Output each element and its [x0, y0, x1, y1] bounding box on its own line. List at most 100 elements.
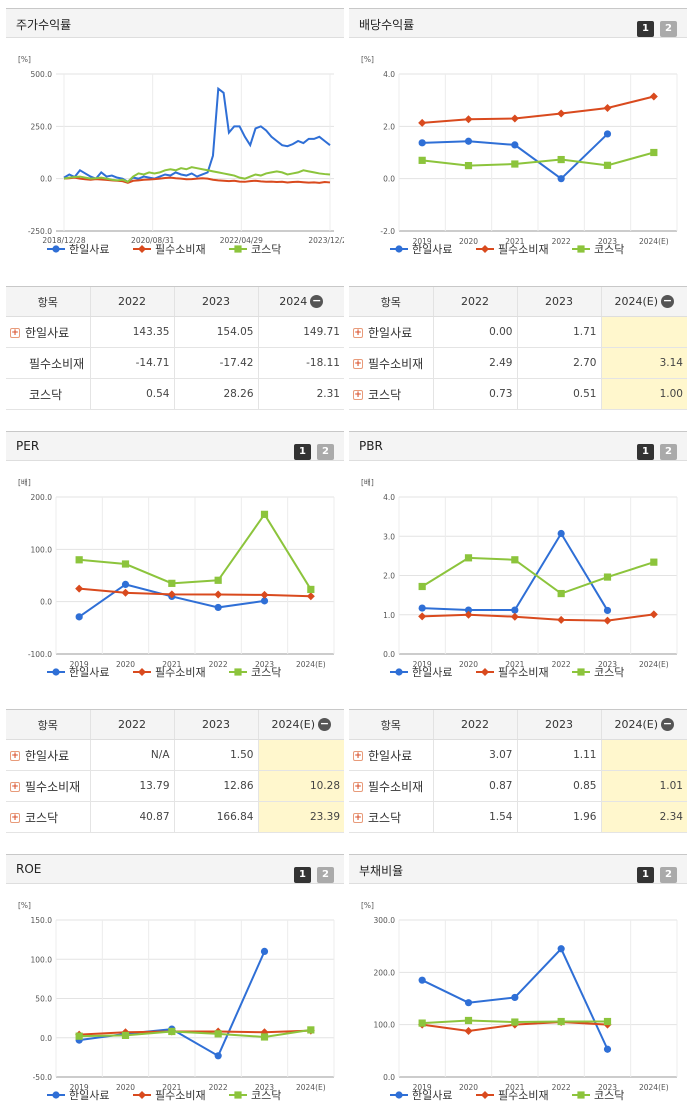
data-point — [52, 668, 60, 676]
row-name: + 코스닥 — [349, 801, 433, 833]
data-point — [418, 156, 426, 164]
table-cell: 1.71 — [516, 316, 601, 348]
table-cell: 2.34 — [600, 801, 687, 833]
table-cell: 0.00 — [432, 316, 517, 348]
y-axis-unit: [배] — [18, 478, 31, 487]
row-name: 필수소비재 — [6, 347, 90, 379]
data-point — [464, 1026, 473, 1035]
data-point — [214, 1030, 222, 1038]
table-cell: 1.54 — [432, 801, 517, 833]
collapse-minus-icon[interactable]: − — [661, 717, 675, 732]
chart-view-2-button[interactable]: 2 — [317, 444, 334, 460]
expand-plus-icon[interactable]: + — [10, 813, 20, 823]
x-tick-label: 2023 — [598, 237, 617, 246]
expand-plus-icon[interactable]: + — [10, 328, 20, 338]
row-name: + 한일사료 — [349, 316, 433, 348]
table-row: 필수소비재 -14.71 -17.42 -18.11 — [6, 347, 344, 379]
table-header: 2024(E) − — [257, 709, 344, 740]
legend-label: 코스닥 — [594, 666, 624, 679]
legend-label: 필수소비재 — [498, 243, 549, 256]
data-point — [214, 1052, 222, 1060]
collapse-minus-icon[interactable]: − — [310, 294, 324, 309]
expand-plus-icon[interactable]: + — [353, 782, 363, 792]
y-tick-label: 3.0 — [383, 532, 395, 541]
x-tick-label: 2020/08/31 — [131, 236, 174, 245]
data-point — [121, 588, 130, 597]
chart-view-1-button[interactable]: 1 — [637, 867, 654, 883]
series-line — [421, 556, 655, 595]
expand-plus-icon[interactable]: + — [10, 782, 20, 792]
table-cell: -14.71 — [89, 347, 174, 379]
series-line — [422, 133, 609, 180]
stock-return-panel: 주가수익률 [%] 500.0 250.0 0.0 -250.0 2018/12/28 20… — [6, 8, 344, 256]
x-tick-label: 2019 — [413, 237, 432, 246]
data-point — [557, 615, 566, 624]
chart-view-1-button[interactable]: 1 — [637, 444, 654, 460]
series-line — [79, 1028, 311, 1038]
chart-view-2-button[interactable]: 2 — [660, 21, 677, 37]
expand-plus-icon[interactable]: + — [353, 813, 363, 823]
per-table: 항목 2022 2023 2024(E) − + 한일사료 N/A 1.50 + 필수소비재 13.7… — [6, 709, 344, 833]
series-line — [79, 587, 311, 598]
legend-label: 필수소비재 — [498, 666, 549, 679]
expand-plus-icon[interactable]: + — [353, 359, 363, 369]
x-tick-label: 2020 — [459, 237, 478, 246]
legend-label: 코스닥 — [251, 243, 281, 256]
chart-view-1-button[interactable]: 1 — [294, 444, 311, 460]
series-2 — [75, 510, 315, 594]
table-row: + 한일사료 143.35 154.05 149.71 — [6, 316, 344, 348]
y-tick-label: -2.0 — [380, 227, 395, 236]
data-point — [306, 592, 315, 601]
chart-view-2-button[interactable]: 2 — [317, 867, 334, 883]
y-tick-label: 2.0 — [383, 572, 395, 581]
table-header: 2024− — [257, 286, 344, 317]
legend-label: 필수소비재 — [155, 666, 206, 679]
chart-view-1-button[interactable]: 1 — [637, 21, 654, 37]
data-point — [395, 1091, 403, 1099]
y-tick-label: 100.0 — [31, 545, 53, 554]
table-cell — [257, 739, 344, 771]
table-cell: 13.79 — [89, 770, 174, 802]
table-cell: N/A — [89, 739, 174, 771]
legend-label: 코스닥 — [251, 1089, 281, 1102]
x-tick-label: 2021 — [505, 237, 524, 246]
row-name: + 한일사료 — [349, 739, 433, 771]
legend-label: 한일사료 — [412, 665, 452, 679]
panel-title: 부채비율 — [359, 864, 404, 878]
data-point — [307, 1026, 315, 1034]
collapse-minus-icon[interactable]: − — [661, 294, 675, 309]
data-point — [121, 580, 130, 588]
chart-view-1-button[interactable]: 1 — [294, 867, 311, 883]
table-cell: 12.86 — [173, 770, 258, 802]
series-2 — [418, 148, 658, 170]
series-0 — [418, 130, 612, 183]
collapse-minus-icon[interactable]: − — [318, 717, 332, 732]
table-cell: 3.07 — [432, 739, 517, 771]
row-name: + 코스닥 — [349, 378, 433, 410]
stock-return-table: 항목 2022 2023 2024− + 한일사료 143.35 154.05 149.71 필수… — [6, 286, 344, 410]
legend-label: 코스닥 — [594, 1089, 624, 1102]
series-line — [422, 613, 654, 622]
chart-view-2-button[interactable]: 2 — [660, 867, 677, 883]
expand-plus-icon[interactable]: + — [353, 328, 363, 338]
row-name: + 필수소비재 — [6, 770, 90, 802]
table-header: 2023 — [516, 709, 601, 740]
table-cell: -17.42 — [173, 347, 258, 379]
x-tick-label: 2021 — [162, 660, 181, 669]
y-tick-label: 4.0 — [383, 493, 395, 502]
panel-title: PER — [16, 439, 40, 453]
expand-plus-icon[interactable]: + — [353, 390, 363, 400]
table-cell: 10.28 — [257, 770, 344, 802]
table-cell: 1.01 — [600, 770, 687, 802]
expand-plus-icon[interactable]: + — [10, 751, 20, 761]
expand-plus-icon[interactable]: + — [353, 751, 363, 761]
data-point — [418, 612, 427, 621]
data-point — [260, 510, 269, 518]
x-tick-label: 2020 — [459, 1083, 478, 1092]
chart-view-2-button[interactable]: 2 — [660, 444, 677, 460]
table-header: 2024(E) − — [600, 286, 687, 317]
